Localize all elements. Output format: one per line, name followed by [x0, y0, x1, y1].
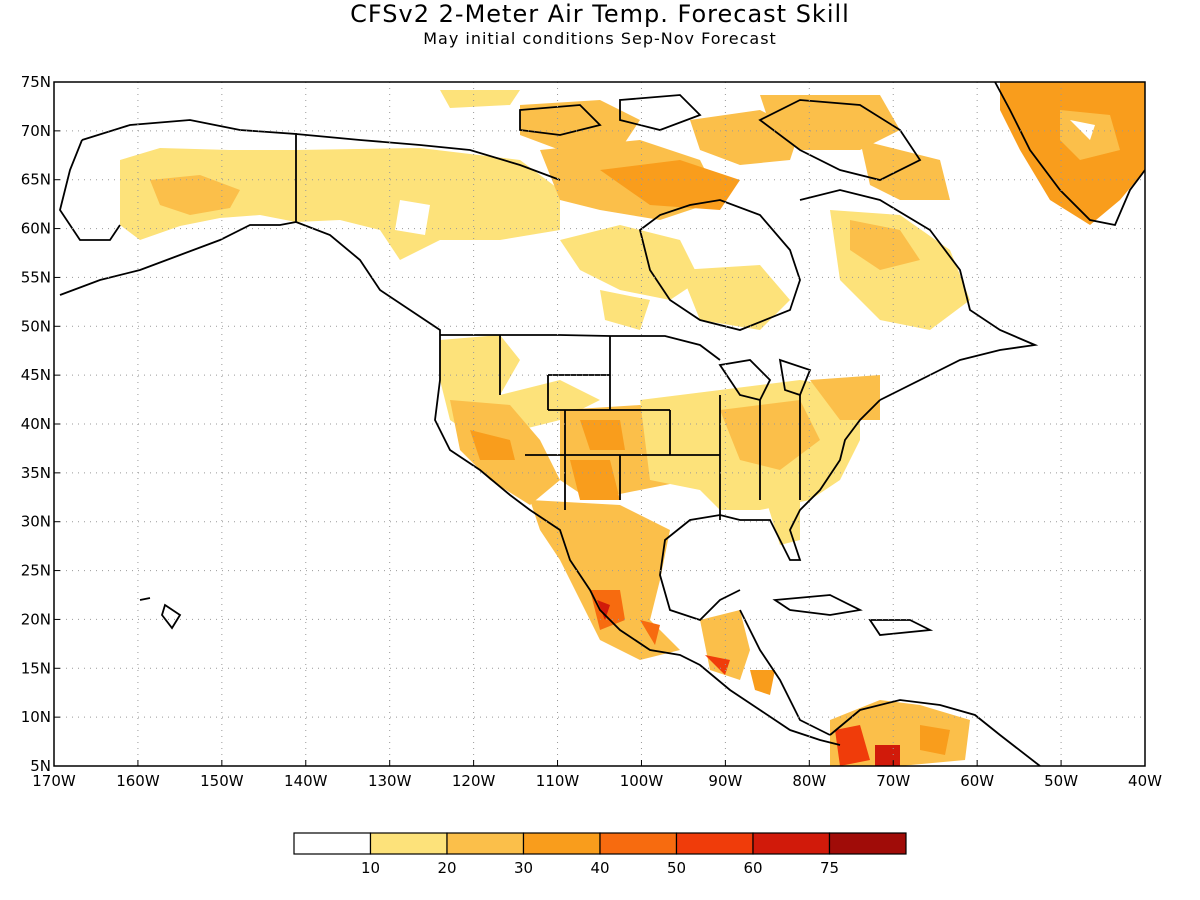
legend-label: 40 [590, 859, 609, 877]
map-grid [54, 82, 1145, 766]
lat-tick-label: 20N [21, 610, 51, 628]
lat-tick-label: 35N [21, 464, 51, 482]
lat-tick-label: 25N [21, 562, 51, 580]
legend-swatch [828, 832, 907, 855]
lat-tick-label: 65N [21, 171, 51, 189]
skill-shading [120, 82, 1145, 766]
lat-tick-label: 10N [21, 708, 51, 726]
legend-label: 10 [361, 859, 380, 877]
color-legend: 10 20 30 40 50 60 75 [293, 832, 907, 877]
lon-tick-label: 170W [32, 772, 76, 790]
legend-swatch [599, 832, 678, 855]
lon-tick-label: 80W [792, 772, 826, 790]
lat-tick-label: 50N [21, 317, 51, 335]
lat-tick-label: 70N [21, 122, 51, 140]
latitude-axis: 75N 70N 65N 60N 55N 50N 45N 40N 35N 30N 25N 20N 15N 1… [21, 73, 60, 775]
legend-label: 30 [514, 859, 533, 877]
lon-tick-label: 140W [284, 772, 328, 790]
lat-tick-label: 30N [21, 513, 51, 531]
longitude-axis: 170W 160W 150W 140W 130W 120W 110W 100W 90W 80W 70… [32, 760, 1162, 790]
lon-tick-label: 130W [368, 772, 412, 790]
lat-tick-label: 40N [21, 415, 51, 433]
legend-swatch [522, 832, 601, 855]
lat-tick-label: 60N [21, 220, 51, 238]
legend-label: 75 [820, 859, 839, 877]
legend-swatch [293, 832, 372, 855]
lon-tick-label: 60W [960, 772, 994, 790]
legend-label: 20 [437, 859, 456, 877]
lon-tick-label: 90W [708, 772, 742, 790]
lon-tick-label: 100W [620, 772, 664, 790]
lon-tick-label: 40W [1128, 772, 1162, 790]
legend-swatch [446, 832, 525, 855]
lat-tick-label: 45N [21, 366, 51, 384]
map-subtitle: May initial conditions Sep-Nov Forecast [423, 29, 777, 48]
legend-swatch [752, 832, 831, 855]
lat-tick-label: 75N [21, 73, 51, 91]
map-title: CFSv2 2-Meter Air Temp. Forecast Skill [350, 0, 850, 28]
lat-tick-label: 15N [21, 659, 51, 677]
legend-label: 60 [743, 859, 762, 877]
coastlines [59, 82, 1145, 766]
lon-tick-label: 70W [876, 772, 910, 790]
legend-swatch [675, 832, 754, 855]
lat-tick-label: 55N [21, 268, 51, 286]
lon-tick-label: 160W [116, 772, 160, 790]
legend-label: 50 [667, 859, 686, 877]
legend-swatch [369, 832, 448, 855]
lon-tick-label: 50W [1044, 772, 1078, 790]
lat-tick-label: 5N [30, 757, 51, 775]
lon-tick-label: 110W [536, 772, 580, 790]
lon-tick-label: 120W [452, 772, 496, 790]
lon-tick-label: 150W [200, 772, 244, 790]
